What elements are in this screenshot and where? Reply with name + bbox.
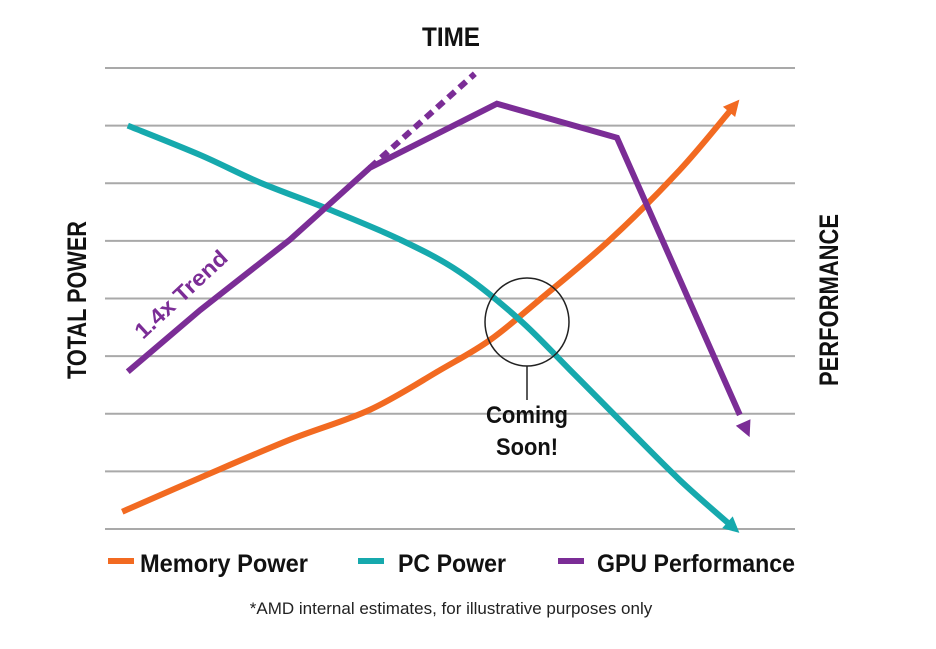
legend-swatch xyxy=(358,558,384,564)
y-axis-label-right: PERFORMANCE xyxy=(814,214,844,386)
arrowhead-pc-power xyxy=(722,516,740,533)
annotation: Coming Soon! xyxy=(484,277,570,461)
legend-swatch xyxy=(558,558,584,564)
annotation-text-1: Coming xyxy=(486,402,568,429)
y-axis-label-left: TOTAL POWER xyxy=(62,221,92,379)
series-line-pc-power xyxy=(126,122,737,532)
trend-line-dashed xyxy=(367,71,477,170)
legend-item-gpu-performance: GPU Performance xyxy=(558,550,795,578)
chart-title: TIME xyxy=(422,22,480,52)
footnote: *AMD internal estimates, for illustrativ… xyxy=(250,599,653,618)
legend-item-pc-power: PC Power xyxy=(358,550,506,578)
plot-area xyxy=(121,71,751,533)
annotation-circle xyxy=(484,277,570,367)
arrowhead-memory-power xyxy=(722,99,740,118)
series-line-memory-power xyxy=(121,102,738,515)
legend-label: PC Power xyxy=(398,550,506,578)
annotation-text-2: Soon! xyxy=(496,434,558,461)
legend: Memory Power PC Power GPU Performance xyxy=(108,550,795,578)
legend-label: GPU Performance xyxy=(597,550,795,578)
arrowhead-gpu-performance xyxy=(735,419,751,438)
legend-swatch xyxy=(108,558,134,564)
legend-label: Memory Power xyxy=(140,550,308,578)
legend-item-memory-power: Memory Power xyxy=(108,550,308,578)
